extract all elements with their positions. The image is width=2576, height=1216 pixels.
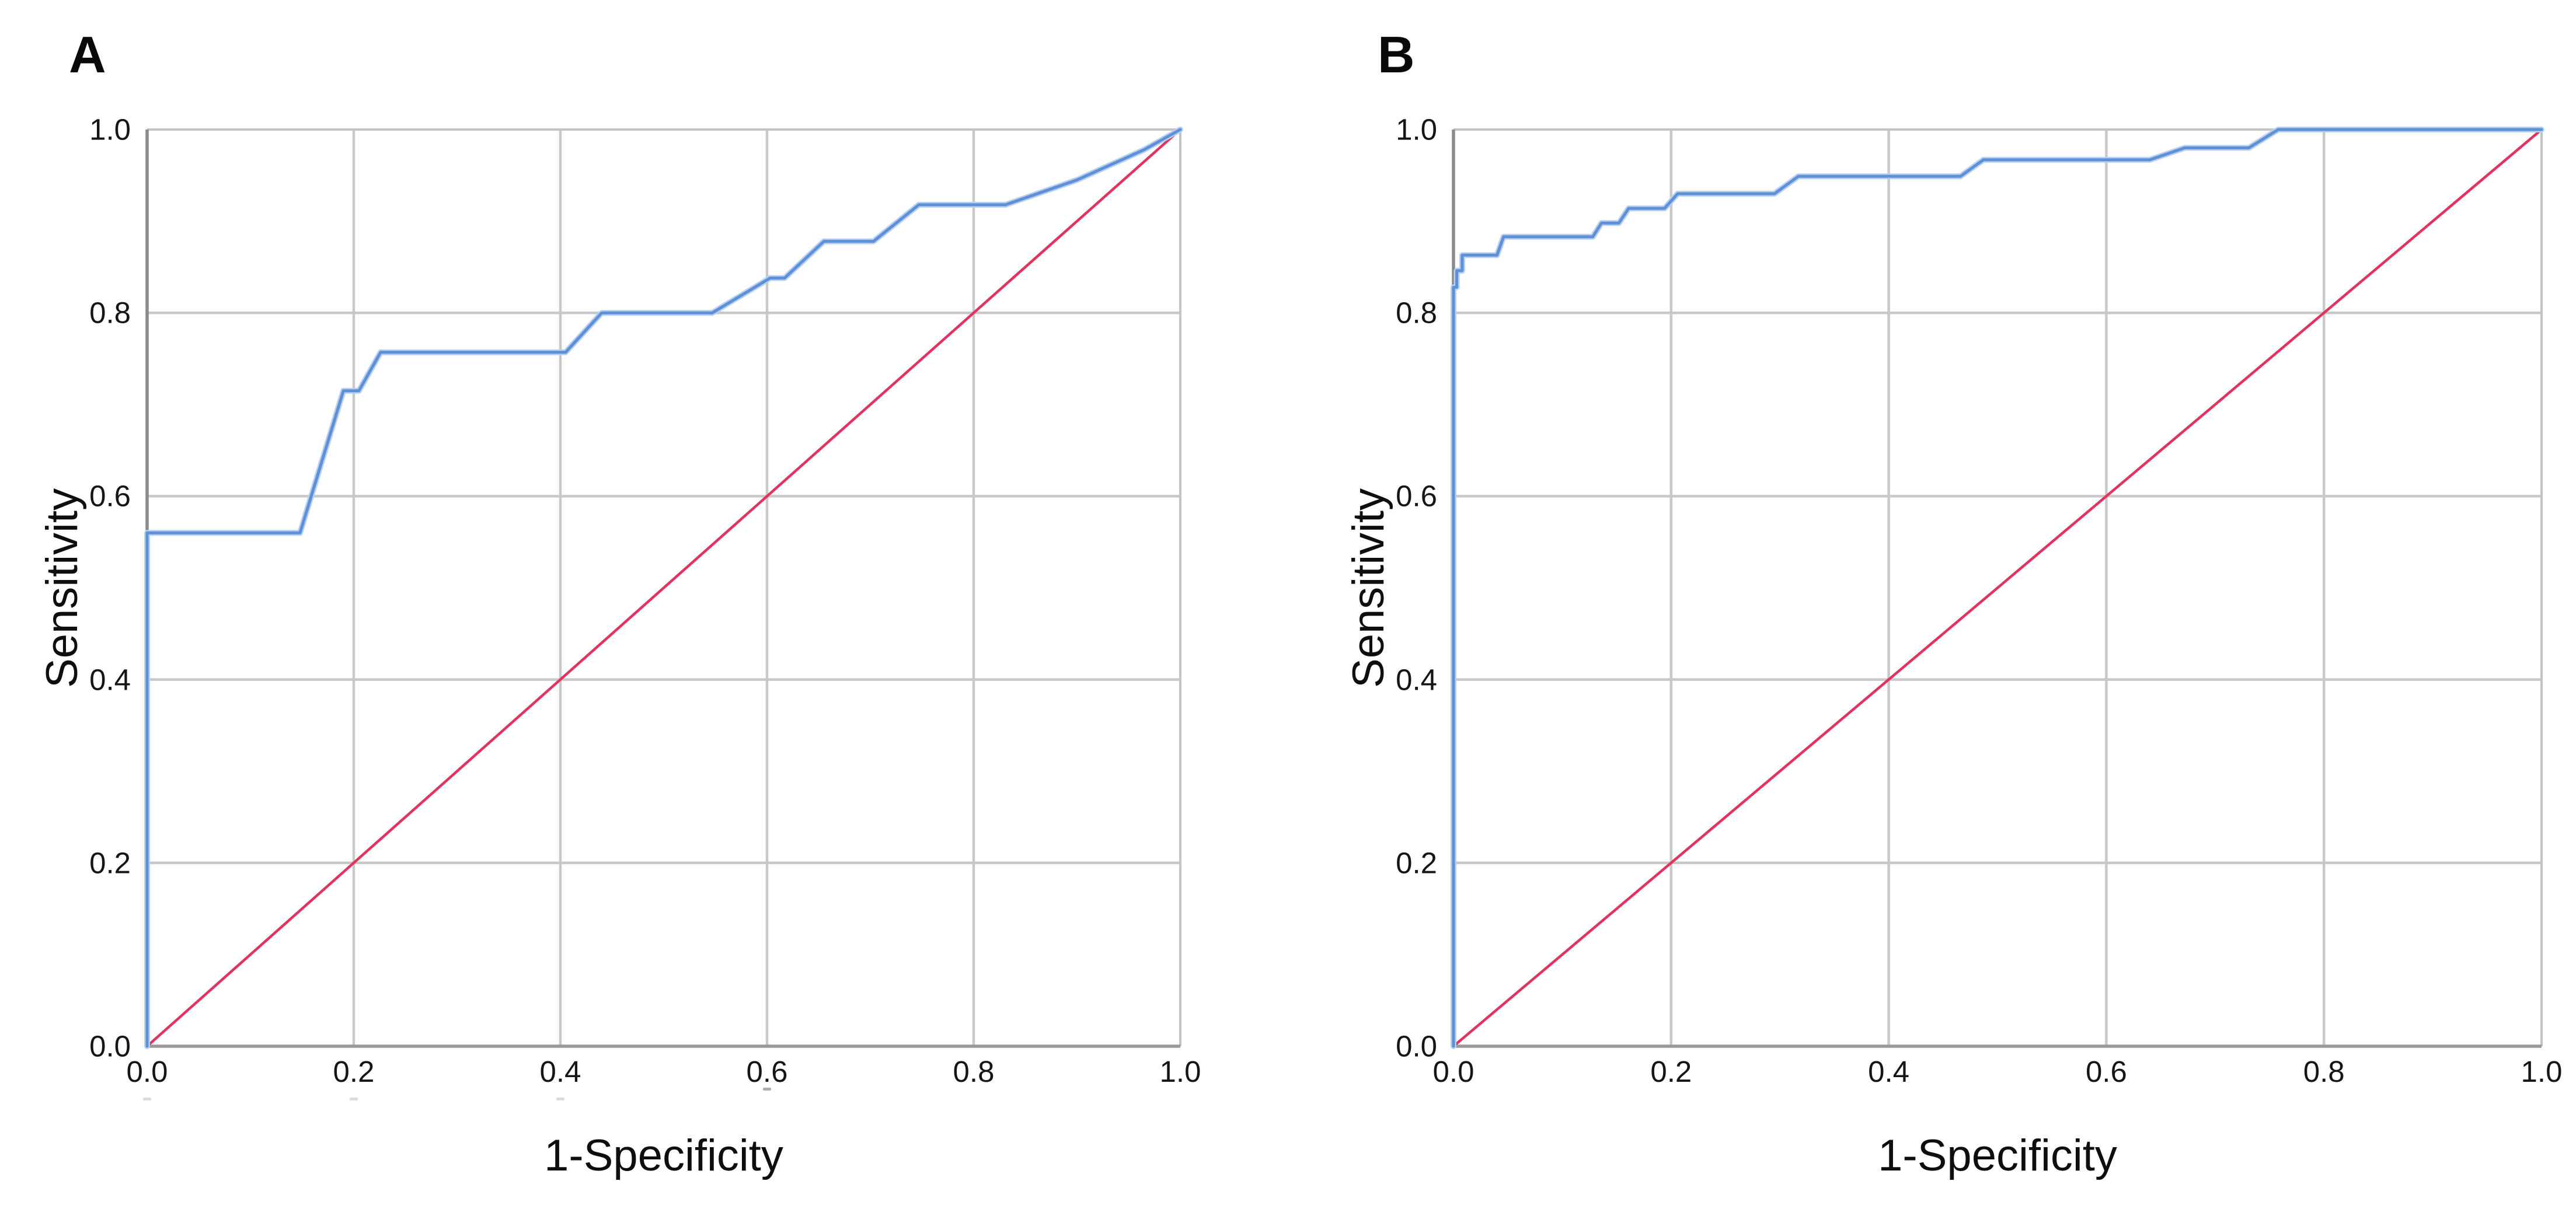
x-axis-title: 1-Specificity <box>544 1131 783 1180</box>
x-tick-label-0.4: 0.4 <box>1868 1055 1910 1088</box>
reference-diagonal-line <box>147 130 1180 1046</box>
tick-mark <box>350 1098 358 1100</box>
x-tick-label-0.8: 0.8 <box>2303 1055 2345 1088</box>
reference-diagonal-line <box>1453 130 2542 1046</box>
x-axis-title: 1-Specificity <box>1878 1131 2117 1180</box>
x-tick-label-0.2: 0.2 <box>1650 1055 1692 1088</box>
tick-mark <box>763 1088 771 1091</box>
y-tick-label-0.2: 0.2 <box>1396 846 1437 880</box>
roc-curve <box>1453 130 2542 1046</box>
y-tick-label-1.0: 1.0 <box>89 113 131 146</box>
y-tick-label-0.4: 0.4 <box>1396 663 1437 697</box>
y-tick-label-0.4: 0.4 <box>89 663 131 697</box>
x-tick-label-0.6: 0.6 <box>746 1055 788 1088</box>
roc-chart-b <box>1453 130 2542 1046</box>
roc-plot-b: Sensitivity 1-Specificity 0.0 0.2 0.4 0.6 0.… <box>1344 115 2562 1178</box>
panel-label-a: A <box>69 26 106 83</box>
x-tick-label-0.2: 0.2 <box>333 1055 375 1088</box>
y-tick-label-0.0: 0.0 <box>89 1029 131 1063</box>
y-tick-label-0.0: 0.0 <box>1396 1029 1437 1063</box>
x-tick-label-0.0: 0.0 <box>1432 1055 1475 1088</box>
y-axis-title: Sensitivity <box>1344 488 1393 688</box>
x-tick-label-1.0: 1.0 <box>1159 1055 1201 1088</box>
tick-mark <box>556 1098 564 1100</box>
roc-chart-a <box>147 130 1180 1046</box>
y-tick-label-0.6: 0.6 <box>1396 479 1437 513</box>
y-tick-label-1.0: 1.0 <box>1396 113 1437 146</box>
y-tick-label-0.8: 0.8 <box>1396 296 1437 330</box>
y-tick-label-0.2: 0.2 <box>89 846 131 880</box>
x-tick-label-0.8: 0.8 <box>953 1055 995 1088</box>
x-tick-label-1.0: 1.0 <box>2521 1055 2563 1088</box>
y-tick-label-0.6: 0.6 <box>89 479 131 513</box>
tick-mark <box>143 1098 151 1100</box>
y-tick-label-0.8: 0.8 <box>89 296 131 330</box>
x-tick-label-0.6: 0.6 <box>2085 1055 2127 1088</box>
roc-plot-a: Sensitivity 1-Specificity 0.0 0.2 0.4 0.6 0.… <box>37 115 1201 1178</box>
panel-label-b: B <box>1378 26 1415 83</box>
x-tick-label-0.4: 0.4 <box>539 1055 581 1088</box>
roc-curve <box>147 130 1180 1046</box>
x-tick-label-0.0: 0.0 <box>126 1055 168 1088</box>
